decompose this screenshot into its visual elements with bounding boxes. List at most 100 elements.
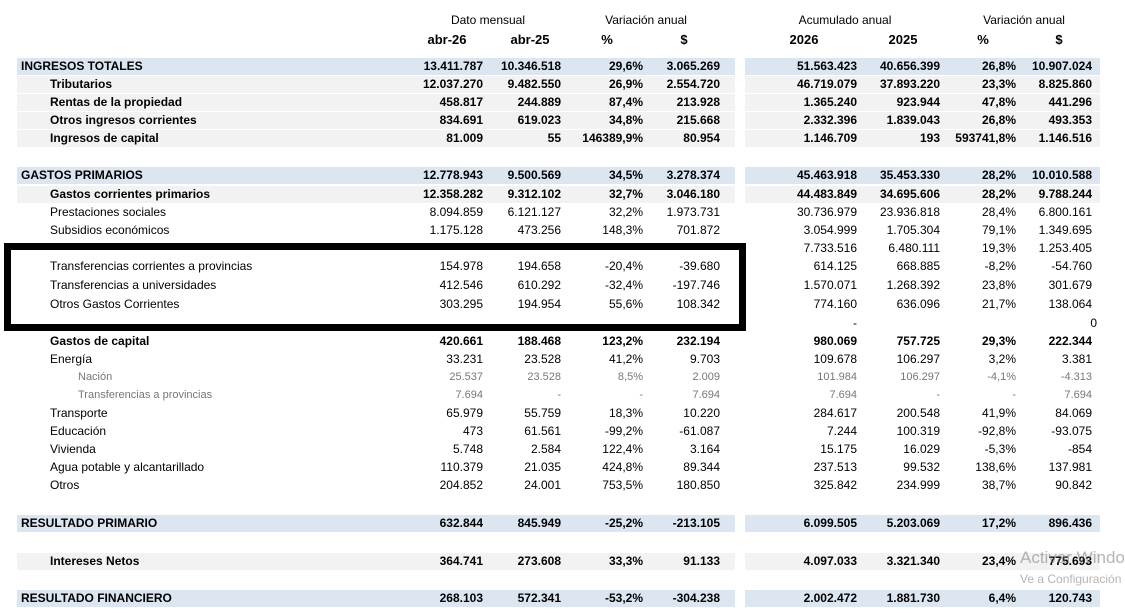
cell: 753,5% <box>602 478 643 492</box>
row-label: Nación <box>78 371 113 383</box>
cell: 614.125 <box>813 259 857 273</box>
cell: 35.453.330 <box>879 168 940 182</box>
cell: 55 <box>547 131 561 145</box>
cell: 572.341 <box>517 591 561 605</box>
cell: 9.500.569 <box>507 168 561 182</box>
cell: 7.244 <box>826 424 857 438</box>
cell: 154.978 <box>439 259 483 273</box>
cell: 775.693 <box>1048 554 1092 568</box>
cell: 6.800.161 <box>1038 205 1092 219</box>
cell: 5.203.069 <box>886 516 940 530</box>
cell: 234.999 <box>896 478 940 492</box>
row-label: RESULTADO FINANCIERO <box>21 591 172 605</box>
cell: 284.617 <box>813 406 857 420</box>
cell: -54.760 <box>1051 259 1092 273</box>
cell: -4,1% <box>987 371 1016 383</box>
cell: 12.037.270 <box>422 77 483 91</box>
cell: 4.097.033 <box>803 554 857 568</box>
cell: 23,3% <box>981 77 1016 91</box>
highlight-box <box>4 243 746 331</box>
cell: -304.238 <box>672 591 720 605</box>
cell: 26,8% <box>981 113 1016 127</box>
cell: 632.844 <box>439 516 483 530</box>
cell: 8.825.860 <box>1038 77 1092 91</box>
cell: 194.658 <box>517 259 561 273</box>
cell: 268.103 <box>439 591 483 605</box>
cell: 123,2% <box>602 334 643 348</box>
cell: 1.881.730 <box>886 591 940 605</box>
cell: 10.010.588 <box>1031 168 1092 182</box>
cell: 10.220 <box>683 406 720 420</box>
row-label: Intereses Netos <box>50 554 140 568</box>
cell: 34,5% <box>608 168 643 182</box>
row-band <box>745 58 1100 75</box>
cell: 1.146.709 <box>803 131 857 145</box>
column-header: $ <box>1055 32 1063 47</box>
cell: 41,9% <box>981 406 1016 420</box>
cell: 2.554.720 <box>666 77 720 91</box>
row-label: Transporte <box>50 406 108 420</box>
cell: 1.839.043 <box>886 113 940 127</box>
cell: -99,2% <box>604 424 643 438</box>
cell: 51.563.423 <box>796 59 857 73</box>
cell: 18,3% <box>608 406 643 420</box>
cell: 47,8% <box>981 95 1016 109</box>
column-header: 2025 <box>888 32 918 47</box>
cell: 420.661 <box>439 334 483 348</box>
cell: 845.949 <box>517 516 561 530</box>
cell: 213.928 <box>676 95 720 109</box>
group-header: Dato mensual <box>450 13 526 27</box>
row-band <box>745 76 1100 93</box>
row-band <box>745 590 1100 607</box>
cell: 99.532 <box>903 460 940 474</box>
row-label: Tributarios <box>50 77 113 91</box>
cell: 441.296 <box>1048 95 1092 109</box>
cell: -854 <box>1067 442 1092 456</box>
row-band <box>17 590 735 607</box>
cell: 23.528 <box>527 371 561 383</box>
cell: 2.332.396 <box>803 113 857 127</box>
cell: 84.069 <box>1055 406 1092 420</box>
group-header: Variación anual <box>605 13 687 27</box>
cell: 146389,9% <box>582 131 643 145</box>
row-label: Educación <box>50 424 107 438</box>
cell: 222.344 <box>1048 334 1092 348</box>
cell: 32,2% <box>608 205 643 219</box>
cell: 273.608 <box>517 554 561 568</box>
row-band <box>745 186 1100 203</box>
cell: 137.981 <box>1048 460 1092 474</box>
row-band <box>745 112 1100 129</box>
cell: 13.411.787 <box>423 59 483 73</box>
row-label: Ingresos de capital <box>50 131 159 145</box>
row-band <box>17 515 735 532</box>
cell: -25,2% <box>604 516 643 530</box>
cell: 65.979 <box>446 406 483 420</box>
row-label: Prestaciones sociales <box>50 205 167 219</box>
row-label: Otros <box>50 478 80 492</box>
cell: 138.064 <box>1048 297 1092 311</box>
cell: 55.759 <box>524 406 561 420</box>
cell: -4.313 <box>1060 371 1092 383</box>
cell: 636.096 <box>896 297 940 311</box>
cell: 79,1% <box>981 223 1016 237</box>
cell: 303.295 <box>439 297 483 311</box>
cell: - <box>853 316 857 330</box>
cell: 33.231 <box>446 352 483 366</box>
cell: 1.268.392 <box>886 278 940 292</box>
cell: 1.253.405 <box>1038 241 1092 255</box>
cell: 10.346.518 <box>500 59 561 73</box>
cell: 6.480.111 <box>888 241 940 255</box>
row-band <box>745 94 1100 111</box>
row-band <box>17 76 735 93</box>
cell: 1.570.071 <box>803 278 857 292</box>
cell: 24.001 <box>524 478 561 492</box>
cell: 106.297 <box>896 352 940 366</box>
cell: 325.842 <box>813 478 857 492</box>
cell: 106.297 <box>900 371 940 383</box>
cell: 108.342 <box>676 297 720 311</box>
cell: 1.349.695 <box>1038 223 1092 237</box>
cell: 100.319 <box>896 424 940 438</box>
cell: 46.719.079 <box>796 77 857 91</box>
cell: 26,9% <box>608 77 643 91</box>
cell: 610.292 <box>517 278 561 292</box>
